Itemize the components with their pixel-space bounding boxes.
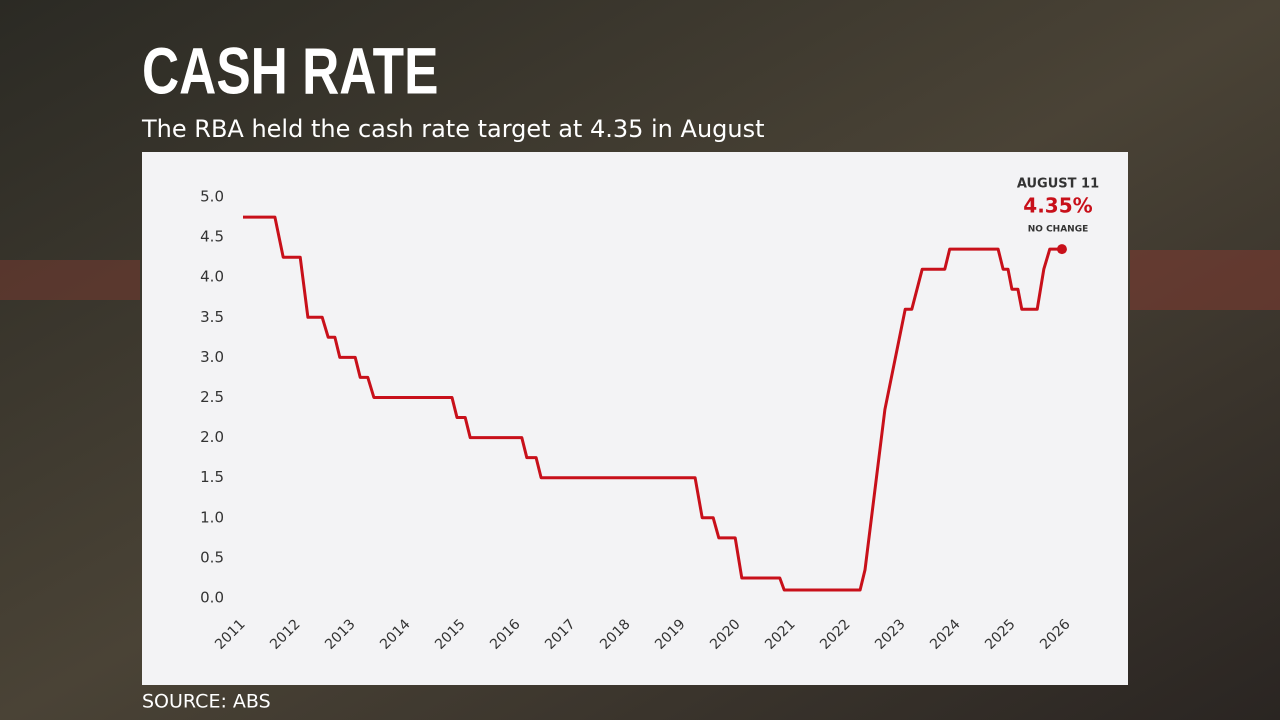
chart-title: CASH RATE	[142, 33, 438, 108]
annotation-value: 4.35%	[1023, 194, 1092, 218]
annotation-note: NO CHANGE	[1028, 225, 1089, 235]
y-tick-label: 1.5	[200, 468, 224, 486]
chart-panel	[142, 152, 1128, 685]
y-tick-label: 1.0	[200, 508, 224, 526]
end-marker	[1056, 244, 1067, 255]
y-tick-label: 2.0	[200, 428, 224, 446]
annotation-date: AUGUST 11	[1017, 177, 1099, 192]
background-roof	[0, 260, 140, 300]
background-roof	[1130, 250, 1280, 310]
y-tick-label: 0.5	[200, 548, 224, 566]
y-tick-label: 4.0	[200, 268, 224, 286]
y-tick-label: 4.5	[200, 228, 224, 246]
y-tick-label: 3.0	[200, 348, 224, 366]
y-tick-label: 5.0	[200, 188, 224, 206]
line-series	[243, 215, 1062, 592]
y-tick-label: 3.5	[200, 308, 224, 326]
y-tick-label: 0.0	[200, 589, 224, 607]
y-tick-label: 2.5	[200, 388, 224, 406]
source: SOURCE: ABS	[142, 691, 271, 713]
chart-subtitle: The RBA held the cash rate target at 4.3…	[141, 115, 765, 143]
